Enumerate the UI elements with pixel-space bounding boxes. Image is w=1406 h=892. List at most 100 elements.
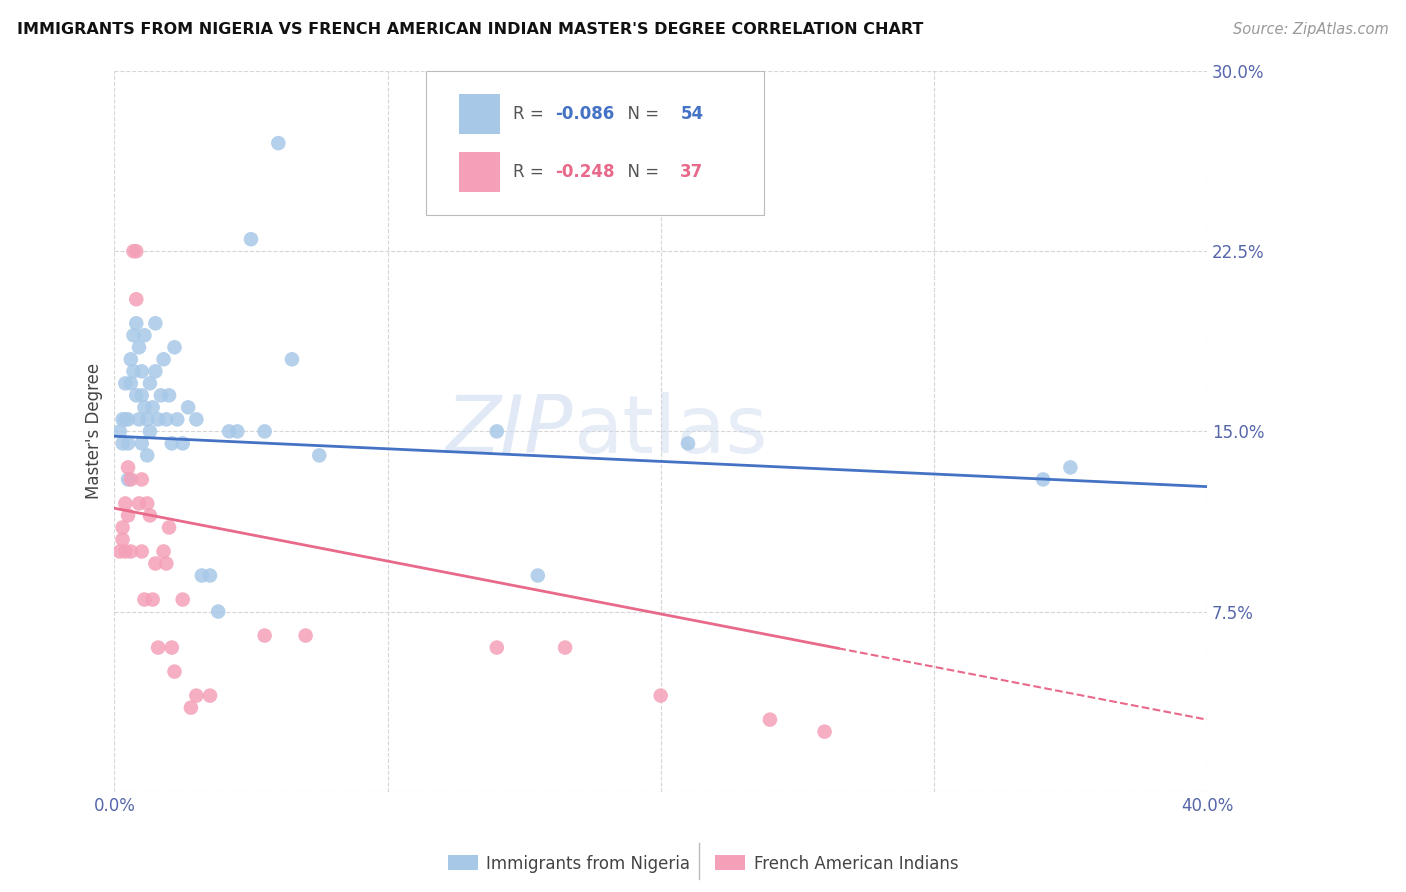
Text: N =: N = xyxy=(617,163,665,181)
Point xyxy=(157,520,180,534)
Point xyxy=(128,412,150,426)
Point xyxy=(186,412,208,426)
Point xyxy=(142,592,165,607)
Point xyxy=(134,592,156,607)
Point xyxy=(172,436,194,450)
Point xyxy=(136,496,159,510)
Point xyxy=(146,412,169,426)
Point xyxy=(120,472,142,486)
Point xyxy=(117,460,139,475)
Point xyxy=(142,401,165,415)
Point xyxy=(198,568,221,582)
Point xyxy=(122,328,145,343)
Point xyxy=(120,352,142,367)
Point xyxy=(149,388,172,402)
Point xyxy=(180,700,202,714)
Bar xyxy=(458,153,501,192)
Point xyxy=(120,544,142,558)
Point xyxy=(145,316,167,330)
Point xyxy=(155,412,177,426)
Point xyxy=(526,568,548,582)
Point xyxy=(157,388,180,402)
Point xyxy=(114,544,136,558)
Point xyxy=(650,689,672,703)
Bar xyxy=(458,95,501,134)
Point xyxy=(191,568,214,582)
Point xyxy=(198,689,221,703)
Point xyxy=(163,340,186,354)
Point xyxy=(117,472,139,486)
Point xyxy=(136,412,159,426)
Text: -0.086: -0.086 xyxy=(555,105,614,123)
Point xyxy=(122,244,145,259)
Point xyxy=(152,544,174,558)
Point xyxy=(759,713,782,727)
Point xyxy=(166,412,188,426)
Point xyxy=(177,401,200,415)
Point xyxy=(218,425,240,439)
Point xyxy=(111,412,134,426)
Point xyxy=(160,640,183,655)
Point xyxy=(122,364,145,378)
Text: ZIP: ZIP xyxy=(446,392,574,470)
Point xyxy=(131,364,153,378)
Point xyxy=(1059,460,1081,475)
Point xyxy=(1032,472,1054,486)
Point xyxy=(114,376,136,391)
Point xyxy=(125,388,148,402)
Point xyxy=(114,412,136,426)
Point xyxy=(146,640,169,655)
Point xyxy=(131,436,153,450)
Point xyxy=(186,689,208,703)
Point xyxy=(111,436,134,450)
Point xyxy=(145,557,167,571)
Point xyxy=(281,352,304,367)
Point xyxy=(160,436,183,450)
Point xyxy=(485,640,508,655)
Point xyxy=(485,425,508,439)
Text: 37: 37 xyxy=(681,163,703,181)
Point xyxy=(207,605,229,619)
Y-axis label: Master's Degree: Master's Degree xyxy=(86,363,103,500)
Point xyxy=(108,425,131,439)
Point xyxy=(253,629,276,643)
Point xyxy=(131,388,153,402)
Point xyxy=(139,508,162,523)
Text: 54: 54 xyxy=(681,105,703,123)
Text: IMMIGRANTS FROM NIGERIA VS FRENCH AMERICAN INDIAN MASTER'S DEGREE CORRELATION CH: IMMIGRANTS FROM NIGERIA VS FRENCH AMERIC… xyxy=(17,22,924,37)
Point xyxy=(172,592,194,607)
Point xyxy=(128,340,150,354)
Point xyxy=(554,640,576,655)
Text: R =: R = xyxy=(513,163,550,181)
Point xyxy=(139,376,162,391)
Text: Source: ZipAtlas.com: Source: ZipAtlas.com xyxy=(1233,22,1389,37)
Point xyxy=(267,136,290,150)
Point xyxy=(136,449,159,463)
FancyBboxPatch shape xyxy=(426,71,765,215)
Point xyxy=(125,316,148,330)
Point xyxy=(117,436,139,450)
Point xyxy=(240,232,263,246)
Point xyxy=(134,328,156,343)
Point xyxy=(128,496,150,510)
Point xyxy=(117,508,139,523)
Text: -0.248: -0.248 xyxy=(555,163,614,181)
Point xyxy=(253,425,276,439)
Point xyxy=(152,352,174,367)
Point xyxy=(163,665,186,679)
Point xyxy=(813,724,835,739)
Point xyxy=(308,449,330,463)
Point xyxy=(226,425,249,439)
Point xyxy=(114,496,136,510)
Point xyxy=(117,412,139,426)
Point xyxy=(125,244,148,259)
Point xyxy=(145,364,167,378)
Point xyxy=(676,436,699,450)
Point xyxy=(294,629,316,643)
Legend: Immigrants from Nigeria, French American Indians: Immigrants from Nigeria, French American… xyxy=(441,848,965,880)
Point xyxy=(108,544,131,558)
Point xyxy=(125,292,148,306)
Point xyxy=(120,376,142,391)
Point xyxy=(111,533,134,547)
Point xyxy=(155,557,177,571)
